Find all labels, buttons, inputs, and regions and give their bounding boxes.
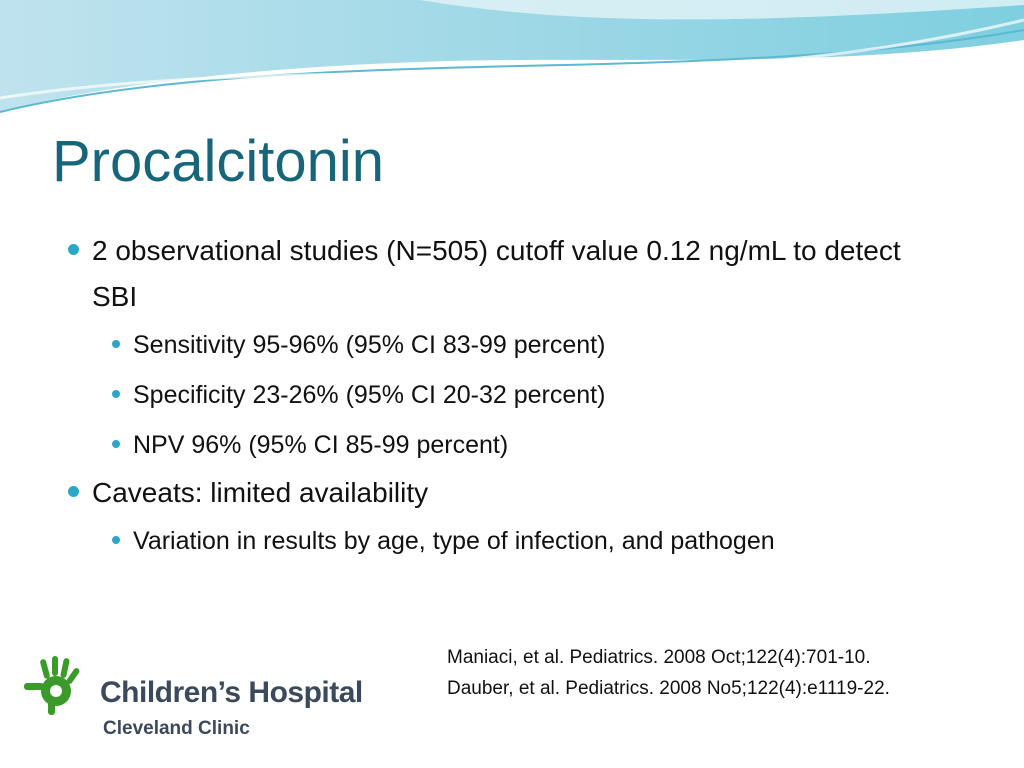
bullet-item: 2 observational studies (N=505) cutoff v… [68,228,952,320]
sub-bullet-item: Variation in results by age, type of inf… [112,516,952,566]
bullet-dot [68,486,79,497]
bullet-dot [112,340,120,348]
logo-subtitle: Cleveland Clinic [103,718,250,739]
bullet-text: 2 observational studies (N=505) cutoff v… [92,235,901,312]
sub-bullet-text: NPV 96% (95% CI 85-99 percent) [133,431,509,459]
reference: Dauber, et al. Pediatrics. 2008 No5;122(… [447,678,890,699]
sub-bullet-text: Specificity 23-26% (95% CI 20-32 percent… [133,381,606,409]
bullet-dot [112,440,120,448]
sub-bullet-item: Specificity 23-26% (95% CI 20-32 percent… [112,370,952,420]
sub-bullet-text: Variation in results by age, type of inf… [133,527,775,555]
sub-bullet-text: Sensitivity 95-96% (95% CI 83-99 percent… [133,331,606,359]
logo-name: Children’s Hospital [100,676,363,709]
bullet-dot [68,244,79,255]
bullet-dot [112,536,120,544]
slide-title: Procalcitonin [52,129,385,194]
bullet-text: Caveats: limited availability [92,477,429,508]
bullet-item: Caveats: limited availability [68,470,952,516]
bullet-list: 2 observational studies (N=505) cutoff v… [68,228,952,566]
references: Maniaci, et al. Pediatrics. 2008 Oct;122… [447,642,890,704]
header-wave [0,0,1024,113]
sub-bullet-item: NPV 96% (95% CI 85-99 percent) [112,420,952,470]
sub-bullet-item: Sensitivity 95-96% (95% CI 83-99 percent… [112,320,952,370]
bullet-dot [112,390,120,398]
reference: Maniaci, et al. Pediatrics. 2008 Oct;122… [447,647,871,668]
logo-hand [24,656,80,715]
